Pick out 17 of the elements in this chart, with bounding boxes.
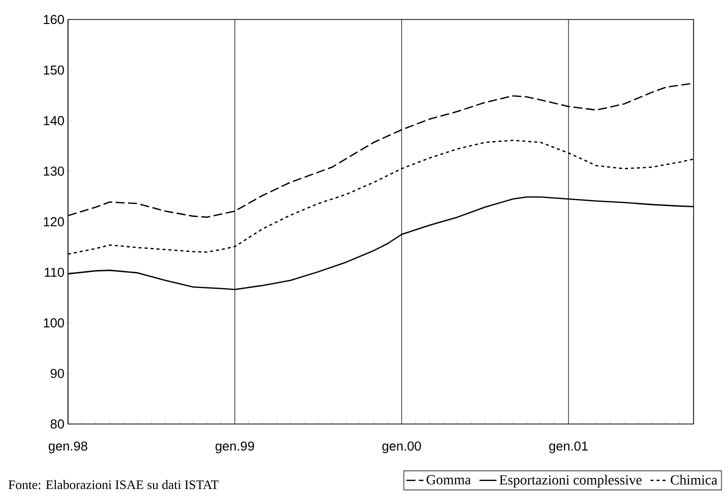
y-tick-label: 80 — [50, 419, 64, 429]
source-note: Fonte: Elaborazioni ISAE su dati ISTAT — [8, 480, 218, 490]
x-tick-label: gen.99 — [216, 441, 254, 454]
legend-label: Gomma — [426, 475, 471, 484]
y-tick-label: 150 — [44, 65, 64, 75]
y-tick-label: 110 — [44, 268, 64, 277]
y-tick-label: 120 — [44, 217, 64, 226]
x-tick-label: gen.00 — [382, 441, 421, 454]
legend-label: Chimica — [670, 474, 718, 485]
y-tick-label: 90 — [50, 368, 64, 378]
x-tick-label: gen.01 — [549, 441, 588, 454]
y-tick-label: 100 — [44, 318, 64, 328]
x-tick-label: gen.98 — [48, 441, 88, 454]
y-tick-label: 160 — [44, 14, 64, 24]
y-tick-label: 140 — [44, 116, 64, 126]
y-tick-label: 130 — [44, 166, 64, 176]
legend-label: Esportazioni complessive — [500, 474, 642, 488]
